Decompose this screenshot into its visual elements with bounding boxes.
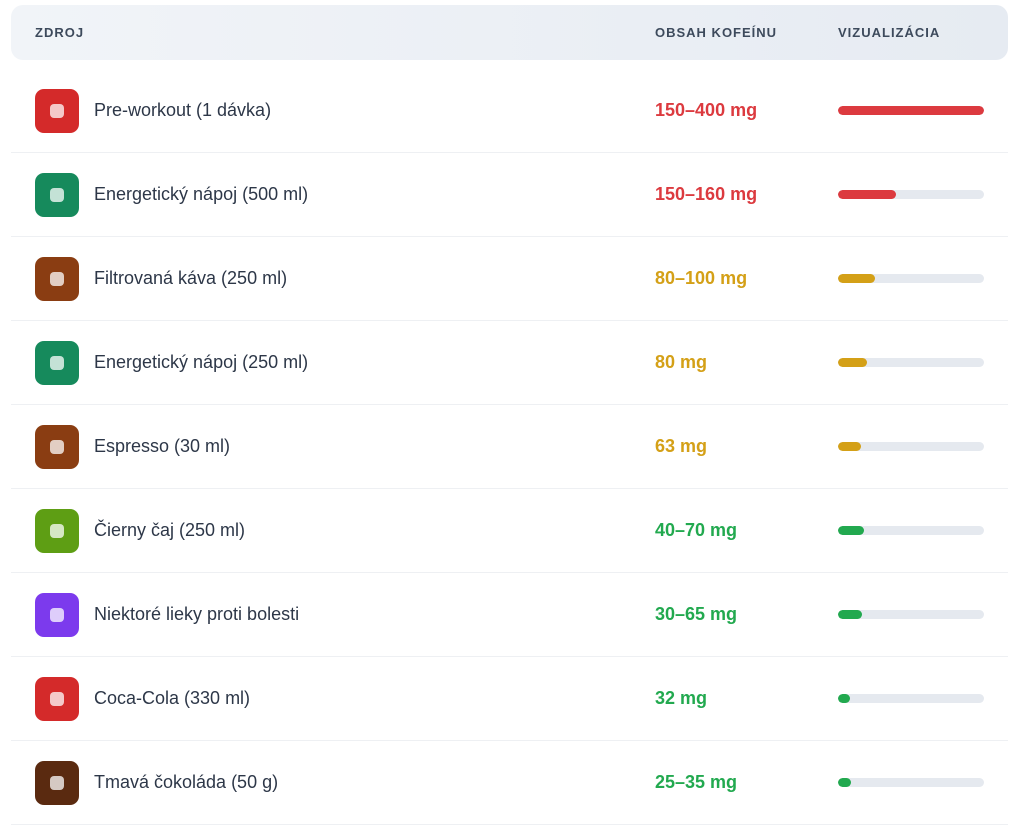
source-name: Energetický nápoj (250 ml) (94, 352, 309, 372)
row-icon (35, 341, 79, 385)
bar-track (838, 778, 984, 787)
row-icon (35, 173, 79, 217)
bar (838, 694, 850, 703)
source-name: Niektoré lieky proti bolesti (94, 604, 300, 624)
caffeine-amount: 25–35 mg (655, 772, 738, 792)
row-icon (35, 677, 79, 721)
table-row: Coca-Cola (330 ml) 32 mg (11, 657, 1008, 741)
row-icon (35, 509, 79, 553)
row-icon (35, 761, 79, 805)
table-row: Espresso (30 ml) 63 mg (11, 405, 1008, 489)
caffeine-amount: 30–65 mg (655, 604, 738, 624)
bar (838, 610, 862, 619)
caffeine-amount: 150–400 mg (655, 100, 758, 120)
bar-track (838, 442, 984, 451)
bar (838, 358, 868, 367)
row-icon (35, 89, 79, 133)
table-row: Niektoré lieky proti bolesti 30–65 mg (11, 573, 1008, 657)
source-name: Espresso (30 ml) (94, 436, 231, 456)
bar-track (838, 106, 984, 115)
caffeine-amount: 63 mg (655, 436, 708, 456)
caffeine-amount: 150–160 mg (655, 184, 758, 204)
table-row: Energetický nápoj (250 ml) 80 mg (11, 321, 1008, 405)
bar (838, 778, 851, 787)
table-row: Tmavá čokoláda (50 g) 25–35 mg (11, 741, 1008, 825)
caffeine-amount: 80–100 mg (655, 268, 748, 288)
caffeine-amount: 32 mg (655, 688, 708, 708)
header-cell: VIZUALIZÁCIA (838, 25, 941, 40)
source-name: Filtrovaná káva (250 ml) (94, 268, 288, 288)
bar-track (838, 526, 984, 535)
bar-track (838, 190, 984, 199)
source-name: Čierny čaj (250 ml) (94, 520, 246, 540)
table-row: Pre-workout (1 dávka) 150–400 mg (11, 69, 1008, 153)
bar (838, 190, 897, 199)
row-icon (35, 257, 79, 301)
source-name: Pre-workout (1 dávka) (94, 100, 272, 120)
header-cell: OBSAH KOFEÍNU (655, 25, 778, 40)
bar (838, 274, 875, 283)
table-row: Čierny čaj (250 ml) 40–70 mg (11, 489, 1008, 573)
header-cell: ZDROJ (35, 25, 85, 40)
source-name: Coca-Cola (330 ml) (94, 688, 251, 708)
bar-track (838, 358, 984, 367)
bar-track (838, 274, 984, 283)
bar-track (838, 610, 984, 619)
bar-track (838, 694, 984, 703)
bar (838, 526, 864, 535)
bar (838, 442, 861, 451)
table-header: ZDROJ OBSAH KOFEÍNU VIZUALIZÁCIA (11, 5, 1008, 60)
source-name: Energetický nápoj (500 ml) (94, 184, 309, 204)
table-row: Energetický nápoj (500 ml) 150–160 mg (11, 153, 1008, 237)
caffeine-amount: 40–70 mg (655, 520, 738, 540)
bar (838, 106, 984, 115)
row-icon (35, 425, 79, 469)
table-row: Filtrovaná káva (250 ml) 80–100 mg (11, 237, 1008, 321)
source-name: Tmavá čokoláda (50 g) (94, 772, 279, 792)
caffeine-amount: 80 mg (655, 352, 708, 372)
row-icon (35, 593, 79, 637)
